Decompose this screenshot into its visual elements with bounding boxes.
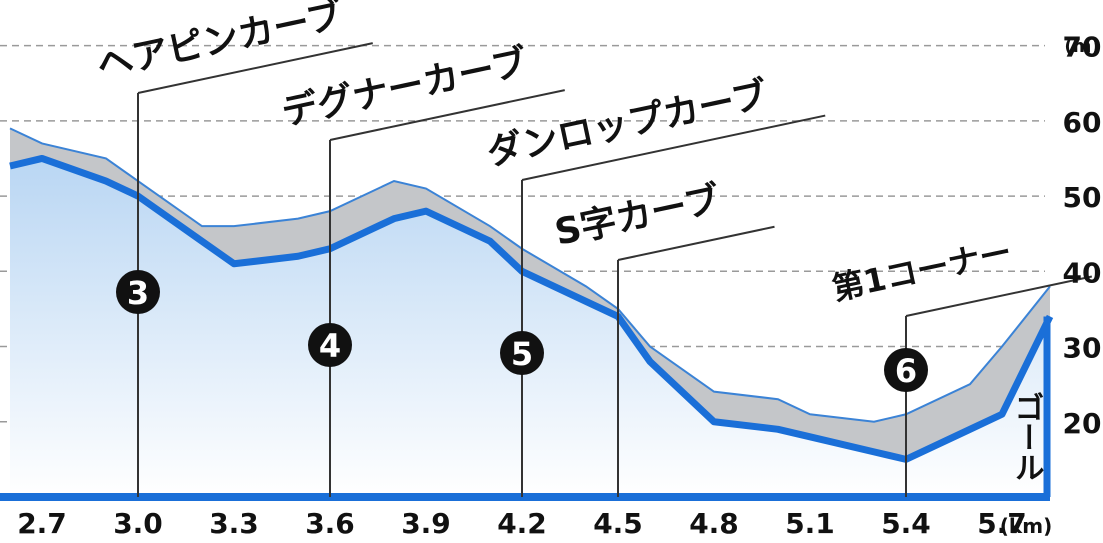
area-fill	[10, 158, 1050, 497]
x-tick-label: 4.8	[689, 507, 739, 540]
x-tick-label: 5.4	[881, 507, 931, 540]
x-axis-unit: (km)	[1000, 514, 1052, 538]
y-tick-label: 60	[1063, 106, 1102, 139]
x-tick-label: 3.9	[401, 507, 451, 540]
corner-number-badge	[116, 270, 160, 314]
axes: (m) (km) ゴール 20 30 40 50 60 70 2.7 3.0 3.3 3.6 3.9…	[17, 31, 1101, 540]
x-tick-label: 5.1	[785, 507, 835, 540]
y-tick-label: 40	[1063, 256, 1102, 289]
corner-number: 6	[895, 352, 917, 390]
annotation-label: ダンロップカーブ	[483, 73, 771, 174]
annotation-label: 第1コーナー	[829, 233, 1015, 308]
goal-label: ゴール	[1009, 391, 1044, 482]
x-tick-label: 2.7	[17, 507, 67, 540]
annotation-leader-diagonal	[329, 89, 565, 141]
y-tick-label: 50	[1063, 181, 1102, 214]
annotation-leader-diagonal	[617, 225, 775, 261]
corner-number: 4	[319, 327, 341, 365]
y-tick-label: 70	[1063, 31, 1102, 64]
annotation-leader-diagonal	[521, 114, 826, 181]
y-tick-label: 20	[1063, 407, 1102, 440]
x-tick-label: 5.7	[977, 507, 1027, 540]
corner-number: 3	[127, 274, 149, 312]
x-tick-label: 3.6	[305, 507, 355, 540]
corner-number-badge	[500, 331, 544, 375]
annotation-leader-diagonal	[137, 42, 373, 94]
corner-number-badge	[308, 323, 352, 367]
bank-band	[10, 128, 1050, 460]
x-tick-label: 3.3	[209, 507, 259, 540]
annotation-leader-diagonal	[905, 275, 1093, 317]
corner-number-badge	[884, 348, 928, 392]
x-tick-label: 3.0	[113, 507, 163, 540]
y-tick-label: 30	[1063, 332, 1102, 365]
elevation-area	[0, 127, 1054, 501]
y-axis-unit: (m)	[1064, 36, 1099, 57]
corner-number: 5	[511, 335, 533, 373]
x-tick-label: 4.2	[497, 507, 547, 540]
annotation-label: ヘアピンカーブ	[93, 0, 346, 87]
x-tick-label: 4.5	[593, 507, 643, 540]
